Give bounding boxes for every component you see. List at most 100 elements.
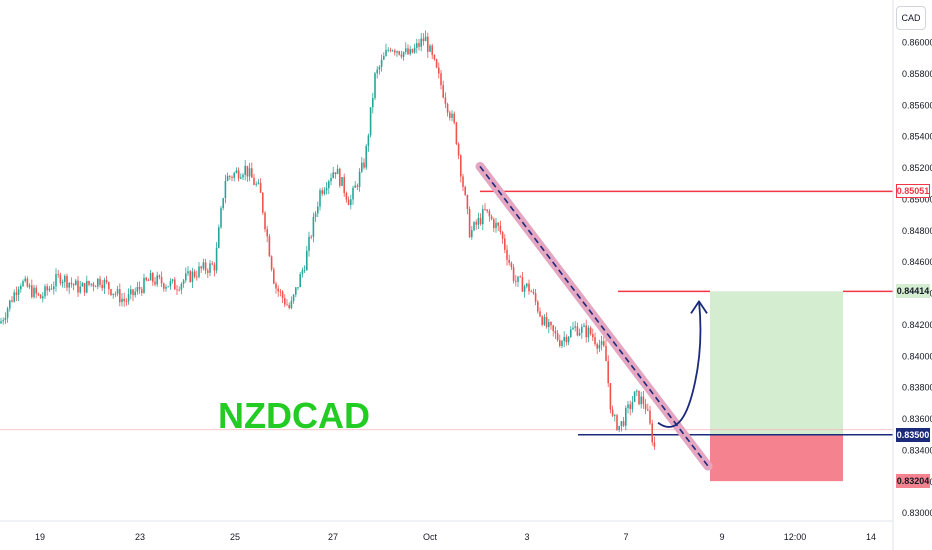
- candle: [429, 43, 431, 53]
- arrow-head-icon: [690, 300, 708, 314]
- candle: [644, 399, 647, 415]
- candle: [651, 419, 653, 446]
- candle: [64, 274, 66, 288]
- candle: [145, 276, 147, 282]
- candle: [178, 286, 180, 292]
- candle: [567, 335, 570, 346]
- candle: [189, 269, 191, 283]
- candle: [565, 334, 568, 346]
- candle: [4, 312, 7, 324]
- candle: [116, 285, 119, 297]
- candle: [523, 284, 526, 298]
- candle: [136, 282, 139, 295]
- candle: [215, 242, 218, 274]
- candle: [286, 299, 288, 306]
- trendline-dashed[interactable]: [479, 165, 709, 467]
- candle: [614, 413, 616, 422]
- candle: [361, 156, 363, 174]
- currency-badge[interactable]: CAD: [896, 6, 926, 30]
- candle: [561, 339, 563, 349]
- candle: [61, 279, 64, 288]
- time-axis[interactable]: 19 23 25 27 Oct 3 7 9 12:00 14: [35, 532, 876, 542]
- candle: [222, 197, 224, 211]
- candle: [149, 269, 152, 281]
- candle: [374, 72, 376, 101]
- candle: [554, 326, 557, 339]
- candle: [332, 167, 334, 179]
- candle: [244, 159, 246, 181]
- candle: [35, 285, 37, 299]
- candle: [545, 312, 548, 329]
- candle: [88, 280, 90, 287]
- candle: [160, 271, 163, 288]
- price-axis[interactable]: 0.86000 0.85800 0.85600 0.85400 0.85200 0.850…: [902, 38, 932, 519]
- candle: [235, 167, 238, 174]
- candle: [649, 405, 651, 425]
- candle: [193, 269, 196, 279]
- candle: [28, 283, 31, 289]
- candle: [97, 278, 99, 290]
- stop-zone: [710, 434, 843, 482]
- candle: [297, 287, 299, 291]
- time-tick-label: 19: [35, 532, 45, 542]
- target-zone: [710, 291, 843, 435]
- candle: [218, 224, 220, 249]
- candle: [598, 339, 601, 353]
- time-tick-label: 25: [230, 532, 240, 542]
- candle: [341, 176, 343, 187]
- candle: [490, 214, 493, 221]
- candle: [108, 281, 110, 295]
- candle: [169, 278, 172, 290]
- candle: [292, 294, 295, 304]
- candle: [433, 54, 436, 61]
- candle: [77, 276, 79, 297]
- candle: [642, 391, 645, 409]
- candle: [317, 201, 319, 218]
- candle: [284, 294, 286, 308]
- candle: [233, 171, 235, 182]
- candle: [154, 277, 156, 287]
- candle: [383, 52, 385, 60]
- candle: [521, 272, 524, 292]
- candle: [99, 275, 101, 288]
- candle: [46, 283, 48, 296]
- candle: [653, 436, 656, 450]
- candle: [312, 212, 315, 243]
- candle: [127, 288, 130, 305]
- candle: [587, 325, 590, 343]
- price-tick-label: 0.85200: [902, 163, 932, 173]
- candle: [171, 278, 174, 284]
- candle: [17, 286, 20, 301]
- candle: [534, 288, 537, 306]
- candle: [638, 390, 640, 406]
- candle: [499, 220, 502, 235]
- candle: [541, 314, 543, 327]
- candle: [59, 272, 62, 286]
- candle: [631, 395, 634, 413]
- candle: [627, 401, 629, 414]
- candle: [101, 280, 103, 292]
- candle: [328, 179, 330, 195]
- candle: [50, 283, 53, 291]
- candle: [123, 292, 125, 307]
- candle: [103, 277, 106, 295]
- candle: [620, 421, 623, 432]
- candle: [42, 292, 44, 303]
- candle: [37, 292, 40, 297]
- candle: [39, 294, 42, 299]
- candle: [176, 284, 178, 296]
- candle: [319, 188, 321, 211]
- candle: [75, 278, 77, 286]
- candle: [295, 286, 297, 298]
- candle: [583, 322, 585, 328]
- candle: [163, 282, 165, 292]
- candle: [356, 183, 359, 191]
- candle: [493, 217, 495, 233]
- candle: [411, 48, 414, 54]
- candle: [33, 284, 35, 299]
- candle: [253, 173, 255, 186]
- candle: [486, 209, 488, 214]
- candle: [475, 219, 477, 230]
- candle: [438, 62, 440, 79]
